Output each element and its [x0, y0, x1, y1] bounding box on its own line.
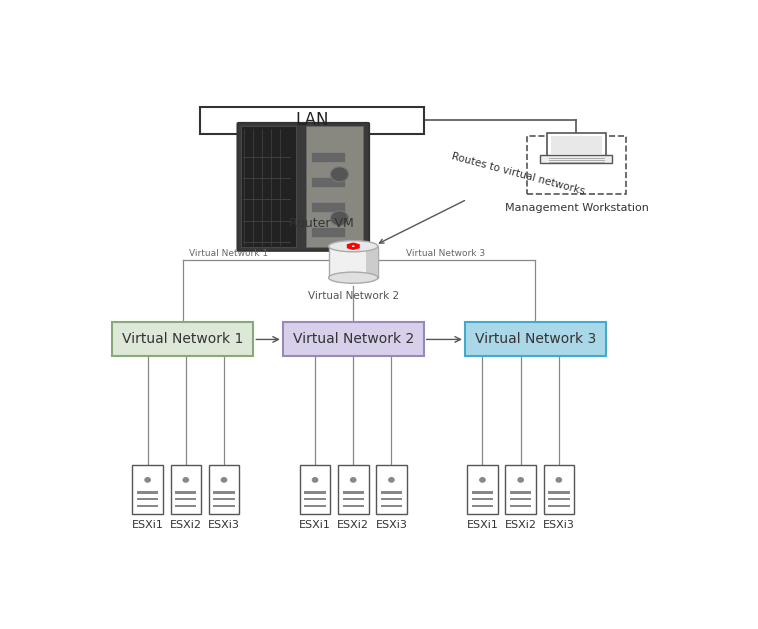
Text: ESXi3: ESXi3	[543, 520, 575, 530]
Circle shape	[221, 477, 227, 482]
Circle shape	[312, 477, 318, 482]
Bar	[527, 136, 626, 194]
Bar	[306, 126, 363, 247]
Text: ESXi2: ESXi2	[337, 520, 369, 530]
Bar	[540, 155, 612, 163]
Bar	[543, 465, 574, 514]
Bar	[112, 323, 253, 357]
Bar	[550, 135, 603, 155]
Bar	[343, 498, 364, 501]
Circle shape	[145, 477, 150, 482]
Bar	[133, 465, 163, 514]
Bar	[175, 498, 196, 501]
Text: ESXi2: ESXi2	[505, 520, 537, 530]
Bar	[381, 504, 402, 507]
Bar	[548, 498, 569, 501]
Bar	[467, 465, 498, 514]
Bar	[311, 227, 345, 237]
Text: Router VM: Router VM	[289, 218, 353, 230]
Text: Virtual Network 1: Virtual Network 1	[122, 333, 243, 347]
Text: Routes to virtual networks: Routes to virtual networks	[380, 152, 586, 243]
Bar	[137, 498, 158, 501]
Bar	[548, 504, 569, 507]
Bar	[311, 177, 345, 187]
Bar	[343, 504, 364, 507]
Bar	[299, 465, 330, 514]
Bar	[376, 465, 407, 514]
Text: ESXi1: ESXi1	[132, 520, 164, 530]
Bar	[548, 491, 569, 494]
Bar	[365, 246, 378, 277]
Text: ESXi2: ESXi2	[170, 520, 202, 530]
Bar	[213, 498, 235, 501]
Bar	[305, 491, 326, 494]
Text: ESXi3: ESXi3	[208, 520, 240, 530]
Bar	[200, 107, 424, 133]
Bar	[208, 465, 240, 514]
Text: Virtual Network 2: Virtual Network 2	[308, 291, 399, 301]
Text: Virtual Network 1: Virtual Network 1	[189, 248, 268, 258]
Bar	[137, 504, 158, 507]
Bar	[547, 133, 606, 157]
Ellipse shape	[328, 241, 378, 252]
Bar	[328, 246, 378, 277]
Bar	[343, 491, 364, 494]
Text: ESXi1: ESXi1	[299, 520, 331, 530]
Circle shape	[556, 477, 562, 482]
Circle shape	[330, 211, 349, 226]
Text: ESXi1: ESXi1	[466, 520, 499, 530]
Bar	[471, 498, 493, 501]
Bar	[241, 126, 296, 247]
Bar	[465, 323, 606, 357]
Bar	[283, 323, 424, 357]
Circle shape	[480, 477, 485, 482]
Text: Virtual Network 3: Virtual Network 3	[475, 333, 596, 347]
Circle shape	[183, 477, 189, 482]
Text: Management Workstation: Management Workstation	[505, 203, 648, 213]
Circle shape	[518, 477, 523, 482]
Bar	[510, 498, 531, 501]
Bar	[381, 491, 402, 494]
Circle shape	[351, 477, 356, 482]
Bar	[311, 202, 345, 212]
Bar	[506, 465, 536, 514]
Bar	[471, 491, 493, 494]
Bar	[338, 465, 368, 514]
Bar	[213, 504, 235, 507]
Bar	[175, 491, 196, 494]
Circle shape	[330, 167, 349, 182]
Circle shape	[389, 477, 394, 482]
FancyBboxPatch shape	[237, 123, 369, 251]
Ellipse shape	[328, 272, 378, 283]
Bar	[305, 504, 326, 507]
Bar	[471, 504, 493, 507]
Text: LAN: LAN	[296, 111, 329, 130]
Bar	[381, 498, 402, 501]
Text: ESXi3: ESXi3	[375, 520, 407, 530]
Text: Virtual Network 3: Virtual Network 3	[406, 248, 485, 258]
Bar	[171, 465, 201, 514]
Bar	[510, 491, 531, 494]
Text: Virtual Network 2: Virtual Network 2	[293, 333, 414, 347]
Bar	[305, 498, 326, 501]
Bar	[510, 504, 531, 507]
Bar	[311, 152, 345, 162]
Bar	[213, 491, 235, 494]
Bar	[137, 491, 158, 494]
Bar	[175, 504, 196, 507]
